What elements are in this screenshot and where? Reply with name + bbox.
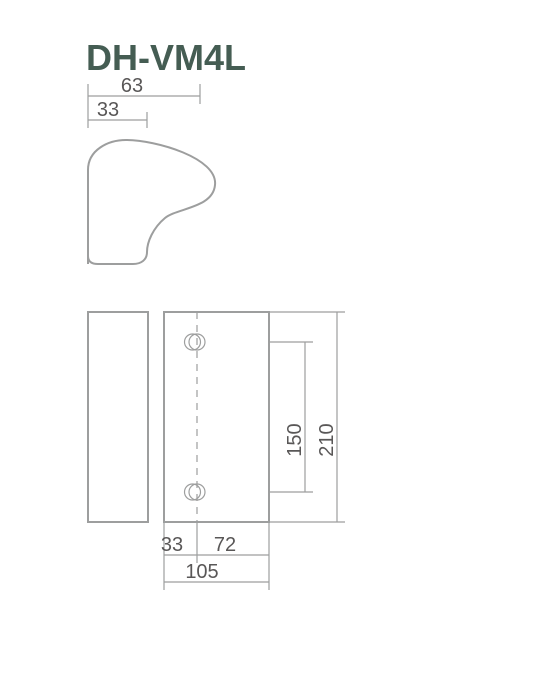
- product-title: DH-VM4L: [86, 37, 246, 78]
- dim-72: 72: [214, 534, 236, 556]
- profile-top-view: [88, 140, 215, 264]
- dim-63: 63: [121, 75, 143, 97]
- dim-33-top: 33: [97, 99, 119, 121]
- dim-105: 105: [185, 561, 218, 583]
- dim-210: 210: [316, 423, 338, 456]
- dim-150: 150: [284, 423, 306, 456]
- dim-33-bottom: 33: [161, 534, 183, 556]
